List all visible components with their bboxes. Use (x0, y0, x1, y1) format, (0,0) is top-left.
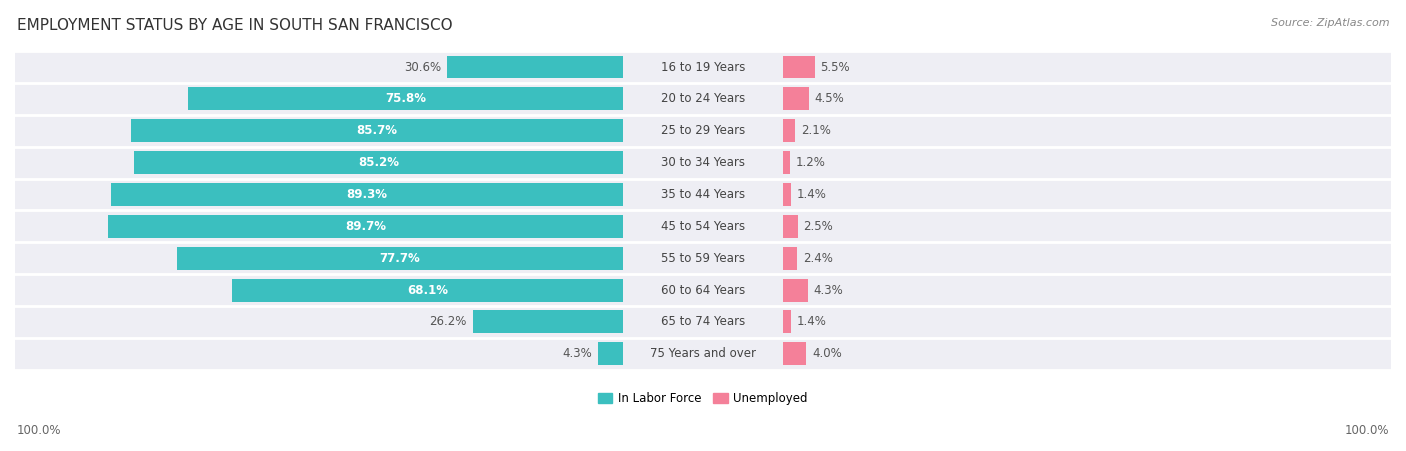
Text: 5.5%: 5.5% (821, 60, 851, 74)
Bar (15, 179, 1391, 210)
Bar (783, 342, 806, 365)
Text: 2.5%: 2.5% (803, 220, 834, 233)
Text: 35 to 44 Years: 35 to 44 Years (661, 188, 745, 201)
Text: 1.2%: 1.2% (796, 156, 825, 169)
Text: 85.2%: 85.2% (359, 156, 399, 169)
Bar (15, 147, 1391, 179)
Text: 30 to 34 Years: 30 to 34 Years (661, 156, 745, 169)
Text: Source: ZipAtlas.com: Source: ZipAtlas.com (1271, 18, 1389, 28)
Bar (783, 279, 808, 302)
Text: 45 to 54 Years: 45 to 54 Years (661, 220, 745, 233)
Text: EMPLOYMENT STATUS BY AGE IN SOUTH SAN FRANCISCO: EMPLOYMENT STATUS BY AGE IN SOUTH SAN FR… (17, 18, 453, 33)
Text: 30.6%: 30.6% (405, 60, 441, 74)
Bar (15, 242, 1391, 274)
Text: 85.7%: 85.7% (357, 124, 398, 137)
Text: 20 to 24 Years: 20 to 24 Years (661, 92, 745, 106)
Bar (783, 183, 792, 206)
Text: 26.2%: 26.2% (429, 315, 467, 328)
Text: 55 to 59 Years: 55 to 59 Years (661, 252, 745, 265)
Bar (783, 119, 796, 142)
Bar (447, 55, 623, 78)
Bar (177, 247, 623, 270)
Bar (783, 151, 790, 174)
Bar (15, 115, 1391, 147)
Bar (232, 279, 623, 302)
Text: 25 to 29 Years: 25 to 29 Years (661, 124, 745, 137)
Bar (472, 310, 623, 333)
Text: 16 to 19 Years: 16 to 19 Years (661, 60, 745, 74)
Text: 75.8%: 75.8% (385, 92, 426, 106)
Bar (15, 306, 1391, 338)
Text: 100.0%: 100.0% (1344, 424, 1389, 437)
Bar (15, 338, 1391, 370)
Bar (15, 51, 1391, 83)
Bar (15, 274, 1391, 306)
Bar (598, 342, 623, 365)
Bar (188, 87, 623, 110)
Text: 2.4%: 2.4% (803, 252, 832, 265)
Text: 4.3%: 4.3% (562, 347, 592, 360)
Bar (783, 215, 797, 238)
Legend: In Labor Force, Unemployed: In Labor Force, Unemployed (598, 392, 808, 405)
Text: 4.3%: 4.3% (814, 284, 844, 297)
Text: 100.0%: 100.0% (17, 424, 62, 437)
Bar (783, 55, 815, 78)
Bar (134, 151, 623, 174)
Text: 4.0%: 4.0% (811, 347, 842, 360)
Bar (783, 247, 797, 270)
Text: 4.5%: 4.5% (815, 92, 845, 106)
Text: 68.1%: 68.1% (406, 284, 449, 297)
Text: 2.1%: 2.1% (801, 124, 831, 137)
Bar (108, 215, 623, 238)
Bar (15, 210, 1391, 242)
Text: 1.4%: 1.4% (797, 315, 827, 328)
Text: 65 to 74 Years: 65 to 74 Years (661, 315, 745, 328)
Text: 1.4%: 1.4% (797, 188, 827, 201)
Text: 75 Years and over: 75 Years and over (650, 347, 756, 360)
Text: 89.3%: 89.3% (346, 188, 387, 201)
Bar (783, 310, 792, 333)
Bar (111, 183, 623, 206)
Bar (131, 119, 623, 142)
Text: 60 to 64 Years: 60 to 64 Years (661, 284, 745, 297)
Text: 77.7%: 77.7% (380, 252, 420, 265)
Text: 89.7%: 89.7% (344, 220, 387, 233)
Bar (15, 83, 1391, 115)
Bar (783, 87, 808, 110)
